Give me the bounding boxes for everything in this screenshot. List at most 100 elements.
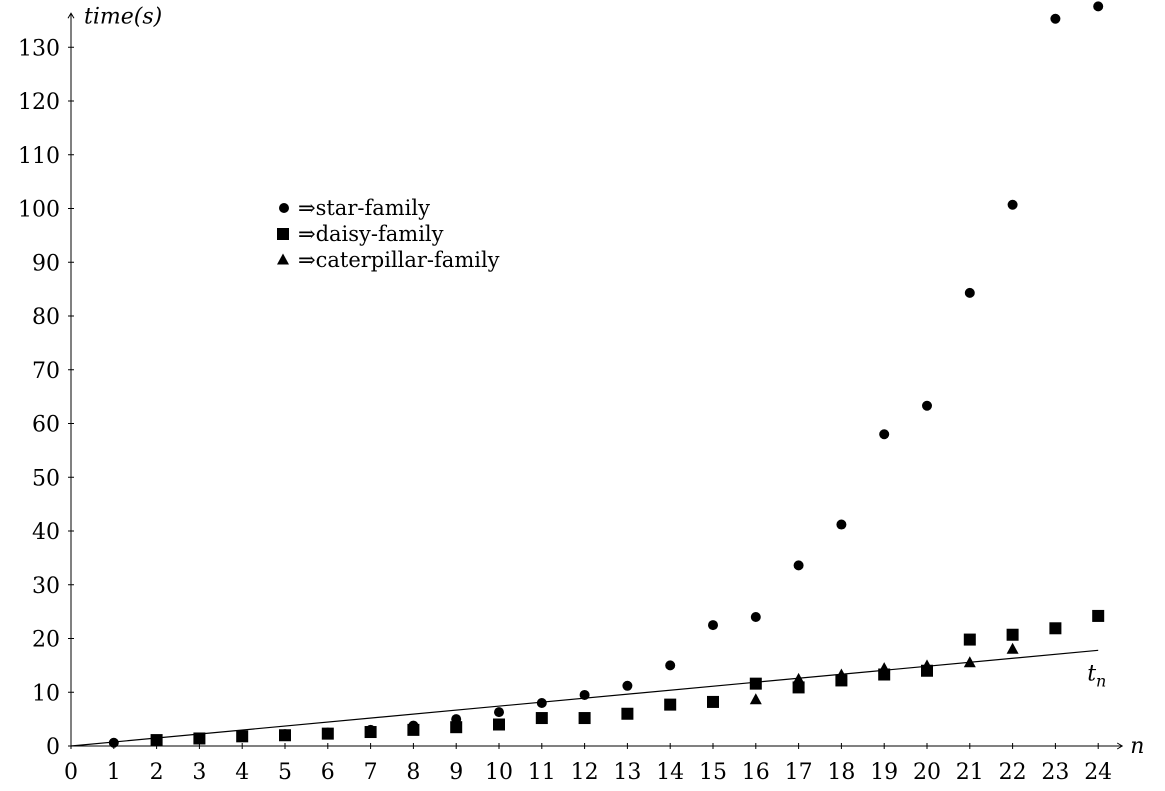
square-point bbox=[749, 677, 762, 690]
x-tick-label: 16 bbox=[742, 760, 770, 785]
legend-label-circle: ⇒star-family bbox=[298, 196, 430, 220]
triangle-point bbox=[792, 672, 805, 684]
y-tick-label: 130 bbox=[18, 36, 60, 61]
legend-label-triangle: ⇒caterpillar-family bbox=[298, 248, 500, 272]
circle-point bbox=[793, 560, 804, 571]
triangle-point bbox=[963, 656, 976, 668]
square-point bbox=[364, 726, 377, 739]
circle-point bbox=[108, 737, 119, 748]
y-tick-label: 60 bbox=[32, 413, 60, 438]
x-tick-label: 0 bbox=[64, 760, 78, 785]
y-tick-label: 70 bbox=[32, 359, 60, 384]
x-tick-label: 23 bbox=[1041, 760, 1069, 785]
square-point bbox=[707, 695, 719, 708]
x-tick-label: 19 bbox=[870, 760, 898, 785]
axes: n time(s) bbox=[67, 4, 1144, 759]
circle-point bbox=[494, 707, 504, 718]
x-tick-label: 7 bbox=[364, 760, 378, 785]
square-point bbox=[493, 718, 505, 731]
circle-point bbox=[836, 519, 847, 530]
x-tick-label: 8 bbox=[406, 760, 420, 785]
x-tick-label: 18 bbox=[827, 760, 855, 785]
circle-series bbox=[108, 1, 1104, 748]
square-point bbox=[578, 712, 591, 725]
square-point bbox=[407, 723, 420, 736]
x-tick-label: 20 bbox=[913, 760, 941, 785]
circle-point bbox=[1050, 13, 1061, 24]
circle-point bbox=[922, 400, 932, 411]
circle-point bbox=[708, 620, 718, 631]
x-axis-label: n bbox=[1130, 734, 1144, 759]
x-tick-label: 2 bbox=[150, 760, 164, 785]
reference-line-group: tn bbox=[70, 649, 1106, 747]
x-tick-label: 13 bbox=[613, 760, 641, 785]
y-tick-label: 40 bbox=[32, 520, 60, 545]
y-tick-label: 50 bbox=[32, 466, 60, 491]
x-tick-label: 17 bbox=[785, 760, 813, 785]
square-point bbox=[279, 729, 291, 742]
square-series bbox=[150, 609, 1105, 747]
legend: ⇒star-family⇒daisy-family⇒caterpillar-fa… bbox=[277, 196, 500, 272]
y-tick-label: 30 bbox=[32, 574, 60, 599]
x-tick-label: 6 bbox=[321, 760, 335, 785]
triangle-point bbox=[878, 662, 891, 674]
y-tick-label: 100 bbox=[18, 198, 60, 223]
circle-point bbox=[622, 680, 633, 691]
x-tick-label: 12 bbox=[571, 760, 599, 785]
square-point bbox=[792, 681, 805, 694]
y-tick-label: 80 bbox=[32, 305, 60, 330]
x-tick-label: 1 bbox=[107, 760, 121, 785]
circle-point bbox=[879, 429, 890, 440]
triangle-point bbox=[835, 668, 848, 680]
y-tick-label: 120 bbox=[18, 90, 60, 115]
x-tick-label: 11 bbox=[528, 760, 556, 785]
circle-point bbox=[1093, 1, 1104, 12]
x-tick-label: 14 bbox=[656, 760, 684, 785]
circle-point bbox=[750, 612, 761, 622]
legend-marker-triangle bbox=[277, 253, 289, 265]
square-point bbox=[963, 633, 976, 646]
legend-label-square: ⇒daisy-family bbox=[298, 222, 444, 246]
triangle-series bbox=[749, 642, 1019, 705]
y-tick-label: 10 bbox=[32, 681, 60, 706]
square-point bbox=[1006, 628, 1019, 641]
triangle-point bbox=[921, 659, 933, 671]
circle-point bbox=[665, 660, 676, 671]
square-point bbox=[321, 727, 334, 740]
triangle-point bbox=[749, 693, 762, 705]
x-tick-label: 15 bbox=[699, 760, 727, 785]
x-axis-arrow bbox=[1116, 742, 1124, 750]
square-point bbox=[1092, 609, 1105, 622]
y-axis-label: time(s) bbox=[84, 4, 162, 29]
square-point bbox=[236, 730, 249, 743]
circle-point bbox=[536, 698, 547, 708]
y-tick-label: 20 bbox=[32, 628, 60, 653]
y-tick-label: 110 bbox=[18, 144, 60, 169]
y-tick-label: 90 bbox=[32, 251, 60, 276]
x-tick-label: 5 bbox=[278, 760, 292, 785]
x-tick-label: 9 bbox=[449, 760, 463, 785]
square-point bbox=[150, 734, 163, 747]
x-tick-label: 10 bbox=[485, 760, 513, 785]
x-tick-label: 21 bbox=[956, 760, 984, 785]
data-points bbox=[108, 1, 1105, 748]
x-tick-label: 3 bbox=[192, 760, 206, 785]
square-point bbox=[664, 698, 677, 711]
square-point bbox=[535, 712, 548, 725]
legend-marker-circle bbox=[279, 203, 289, 213]
x-tick-label: 4 bbox=[235, 760, 249, 785]
circle-point bbox=[964, 287, 975, 298]
circle-point bbox=[579, 689, 590, 700]
circle-point bbox=[1007, 199, 1018, 210]
legend-marker-square bbox=[277, 228, 289, 240]
y-axis-arrow bbox=[67, 12, 75, 19]
square-point bbox=[1049, 622, 1062, 635]
ticks: 0 1 2 3 4 5 6 7 8 9 10 11 12 13 14 15 16 17 18 19 20 21 22 23 24… bbox=[18, 36, 1112, 785]
square-point bbox=[193, 732, 206, 745]
square-point bbox=[621, 707, 634, 720]
x-tick-label: 22 bbox=[999, 760, 1027, 785]
y-tick-label: 0 bbox=[46, 735, 60, 760]
x-tick-label: 24 bbox=[1084, 760, 1112, 785]
square-point bbox=[450, 721, 463, 734]
